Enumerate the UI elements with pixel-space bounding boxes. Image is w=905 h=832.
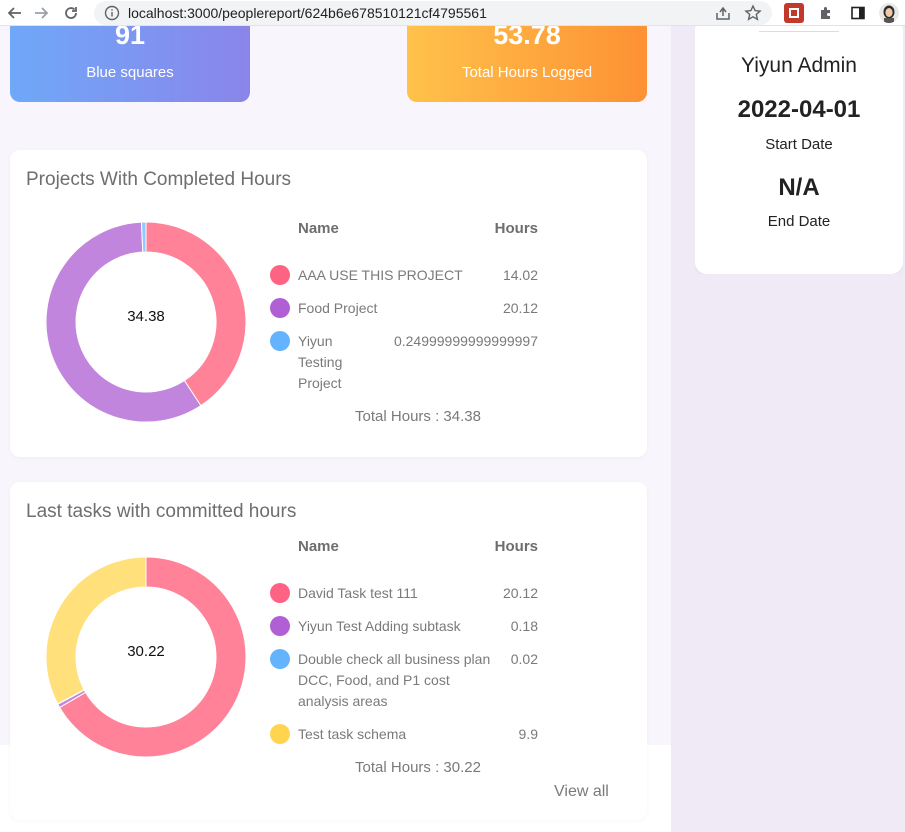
projects-donut-chart xyxy=(45,221,247,423)
projects-donut-center: 34.38 xyxy=(127,308,165,325)
legend-dot xyxy=(270,265,290,285)
end-date-value: N/A xyxy=(778,174,820,201)
legend-dot xyxy=(270,616,290,636)
info-icon[interactable] xyxy=(104,5,120,21)
blue-squares-card: 91 Blue squares xyxy=(10,20,250,102)
blue-squares-label: Blue squares xyxy=(86,64,174,81)
extension-icon[interactable] xyxy=(784,3,804,23)
task-hours: 20.12 xyxy=(502,585,538,601)
project-name: Food Project xyxy=(298,300,378,316)
project-hours: 20.12 xyxy=(502,300,538,316)
task-name: David Task test 111 xyxy=(298,585,418,601)
legend-dot xyxy=(270,331,290,351)
total-hours-value: 53.78 xyxy=(493,20,561,50)
projects-donut-slice-3[interactable] xyxy=(140,221,147,253)
avatar[interactable] xyxy=(879,3,899,23)
project-hours: 14.02 xyxy=(502,267,538,283)
start-date-value: 2022-04-01 xyxy=(737,96,861,123)
task-name: Test task schema xyxy=(298,726,407,742)
end-date-label: End Date xyxy=(767,213,831,230)
puzzle-icon[interactable] xyxy=(816,3,836,23)
tasks-donut-chart xyxy=(45,556,247,758)
profile-card: Yiyun Admin 2022-04-01 Start Date N/A En… xyxy=(695,26,903,274)
view-all-link[interactable]: View all xyxy=(554,783,609,800)
projects-col-name: Name xyxy=(298,220,339,237)
address-bar[interactable]: localhost:3000/peoplereport/624b6e678510… xyxy=(94,1,772,25)
reload-icon[interactable] xyxy=(60,2,82,24)
project-name: Yiyun Testing Project xyxy=(298,333,343,391)
total-hours-label: Total Hours Logged xyxy=(461,64,593,81)
tasks-title: Last tasks with committed hours xyxy=(26,501,297,522)
task-hours: 0.18 xyxy=(510,618,538,634)
start-date-label: Start Date xyxy=(765,136,833,153)
tasks-col-hours: Hours xyxy=(494,538,538,555)
legend-dot xyxy=(270,298,290,318)
profile-name: Yiyun Admin xyxy=(741,54,857,77)
side-panel-icon[interactable] xyxy=(848,3,868,23)
tasks-donut-slice-4[interactable] xyxy=(45,556,147,705)
tasks-donut-slice-1[interactable] xyxy=(58,556,247,758)
project-hours: 0.24999999999999997 xyxy=(393,333,538,349)
browser-toolbar: localhost:3000/peoplereport/624b6e678510… xyxy=(0,0,905,26)
task-hours: 0.02 xyxy=(510,651,538,667)
blue-squares-value: 91 xyxy=(114,20,146,50)
card-divider xyxy=(759,26,839,32)
projects-donut-slice-1[interactable] xyxy=(145,221,247,407)
bookmark-star-icon[interactable] xyxy=(744,4,762,22)
back-icon[interactable] xyxy=(4,2,26,24)
legend-dot xyxy=(270,649,290,669)
task-hours: 9.9 xyxy=(518,726,538,742)
project-name: AAA USE THIS PROJECT xyxy=(298,267,463,283)
projects-total: Total Hours : 34.38 xyxy=(355,408,481,425)
projects-title: Projects With Completed Hours xyxy=(26,169,292,190)
tasks-col-name: Name xyxy=(298,538,339,555)
legend-dot xyxy=(270,724,290,744)
projects-card: Projects With Completed Hours 34.38 Name… xyxy=(10,150,647,457)
task-name: Double check all business plan DCC, Food… xyxy=(298,651,491,709)
projects-col-hours: Hours xyxy=(494,220,538,237)
total-hours-card: 53.78 Total Hours Logged xyxy=(407,20,647,102)
task-name: Yiyun Test Adding subtask xyxy=(298,618,461,634)
tasks-donut-center: 30.22 xyxy=(127,643,165,660)
forward-icon[interactable] xyxy=(30,2,52,24)
tasks-total: Total Hours : 30.22 xyxy=(355,759,481,776)
url-text[interactable]: localhost:3000/peoplereport/624b6e678510… xyxy=(128,5,487,21)
legend-dot xyxy=(270,583,290,603)
share-icon[interactable] xyxy=(714,4,732,22)
projects-donut-slice-2[interactable] xyxy=(45,221,202,423)
tasks-card: Last tasks with committed hours 30.22 Na… xyxy=(10,482,647,820)
